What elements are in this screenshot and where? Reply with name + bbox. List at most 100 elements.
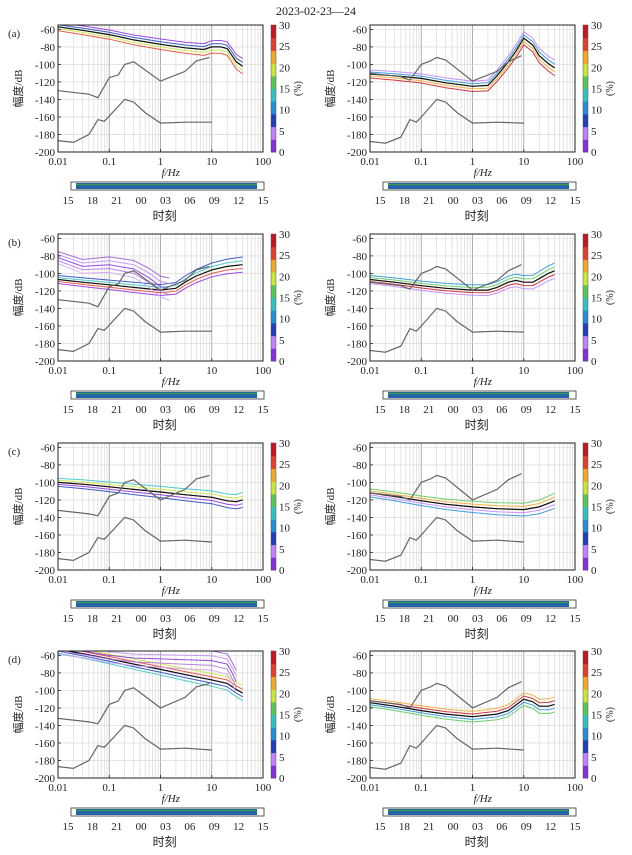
y-tick-label: -200 (347, 565, 368, 577)
spectrum-mean-band (370, 704, 555, 723)
colorbar-tick-label: 30 (279, 229, 291, 241)
model-lower (370, 98, 524, 144)
y-tick-label: -200 (35, 773, 56, 785)
model-upper (58, 682, 210, 725)
colorbar-tick-label: 25 (279, 459, 291, 471)
x-tick-label: 0.01 (360, 365, 379, 377)
colorbar-label: (%) (293, 707, 304, 722)
series-group (370, 30, 555, 144)
x-tick-label: 100 (567, 156, 584, 168)
x-axis-label: f/Hz (162, 585, 181, 597)
colorbar-segment (583, 259, 588, 273)
x-tick-label: 0.1 (414, 156, 428, 168)
timebar-fill (76, 601, 257, 607)
y-tick-label: -180 (35, 129, 56, 141)
timebar-label: 时刻 (465, 209, 489, 223)
timebar-tick-label: 03 (160, 821, 172, 833)
timebar-tick-label: 09 (521, 613, 533, 625)
model-upper (370, 681, 522, 709)
colorbar-segment (271, 752, 276, 766)
colorbar-tick-label: 20 (279, 62, 291, 74)
colorbar-segment (271, 113, 276, 128)
colorbar-tick-label: 30 (279, 646, 291, 658)
timebar-tick-label: 06 (496, 404, 508, 416)
spectrum-mean-band (58, 479, 243, 499)
y-tick-label: -160 (347, 321, 368, 333)
y-tick-label: -100 (347, 268, 368, 280)
y-tick-label: -60 (40, 442, 55, 454)
timebar-tick-label: 15 (375, 613, 387, 625)
x-tick-label: 1 (158, 156, 164, 168)
spectrum-mean-band (370, 30, 555, 82)
x-tick-label: 0.1 (102, 365, 116, 377)
x-tick-label: 1 (470, 782, 476, 794)
colorbar-segment (583, 765, 588, 779)
y-tick-label: -100 (35, 268, 56, 280)
spectrum-high-band (58, 263, 170, 301)
colorbar-tick-label: 10 (591, 731, 603, 743)
y-tick-label: -80 (352, 251, 367, 263)
colorbar-tick-label: 20 (591, 62, 603, 74)
timebar-tick-label: 03 (160, 613, 172, 625)
colorbar-segment (583, 63, 588, 77)
x-axis-label: f/Hz (474, 376, 493, 388)
colorbar-tick-label: 5 (591, 752, 597, 764)
timebar-tick-label: 06 (496, 613, 508, 625)
colorbar-segment (583, 701, 588, 715)
x-tick-label: 10 (206, 574, 218, 586)
colorbar-tick-label: 25 (591, 250, 603, 262)
timebar-tick-label: 15 (258, 195, 270, 207)
timebar-tick-label: 09 (209, 821, 221, 833)
colorbar-segment (271, 468, 276, 482)
y-tick-label: -100 (35, 477, 56, 489)
timebar-label: 时刻 (465, 627, 489, 641)
colorbar-segment (583, 88, 588, 102)
colorbar-tick-label: 10 (279, 314, 291, 326)
colorbar-tick-label: 5 (591, 335, 597, 347)
colorbar-segment (271, 246, 276, 260)
y-tick-label: -180 (35, 755, 56, 767)
timebar-tick-label: 15 (258, 613, 270, 625)
y-tick-label: -60 (352, 24, 367, 36)
colorbar-segment (271, 727, 276, 741)
timebar-label: 时刻 (153, 209, 177, 223)
y-tick-label: -60 (40, 24, 55, 36)
colorbar-segment (271, 701, 276, 715)
spectrum-mean (58, 481, 243, 503)
spectrum-mean-band (58, 268, 243, 294)
y-tick-label: -160 (35, 738, 56, 750)
timebar-fill (388, 809, 569, 815)
x-tick-label: 100 (255, 365, 272, 377)
timebar-tick-label: 18 (87, 821, 99, 833)
timebar-tick-label: 12 (545, 613, 556, 625)
timebar-tick-label: 15 (258, 821, 270, 833)
timebar-fill (388, 601, 569, 607)
colorbar-segment (271, 651, 276, 665)
x-tick-label: 100 (255, 574, 272, 586)
timebar-tick-label: 06 (184, 404, 196, 416)
spectrum-mean-band (370, 43, 555, 93)
colorbar-tick-label: 0 (591, 147, 597, 159)
y-tick-label: -200 (347, 147, 368, 159)
spectrum-mean-band (58, 651, 243, 698)
y-tick-label: -160 (35, 530, 56, 542)
timebar-label: 时刻 (465, 835, 489, 849)
spectrum-mean-band (58, 483, 243, 506)
colorbar-segment (271, 259, 276, 273)
colorbar-segment (271, 481, 276, 495)
colorbar-frame (270, 24, 277, 153)
colorbar-tick-label: 30 (591, 646, 603, 658)
colorbar-segment (583, 272, 588, 286)
colorbar-segment (271, 455, 276, 469)
colorbar-segment (271, 557, 276, 571)
x-tick-label: 100 (567, 574, 584, 586)
y-tick-label: -200 (35, 356, 56, 368)
colorbar-label: (%) (293, 81, 304, 96)
y-tick-label: -140 (347, 94, 368, 106)
colorbar-label: (%) (605, 290, 616, 305)
x-tick-label: 0.1 (102, 574, 116, 586)
colorbar-tick-label: 30 (279, 20, 291, 32)
